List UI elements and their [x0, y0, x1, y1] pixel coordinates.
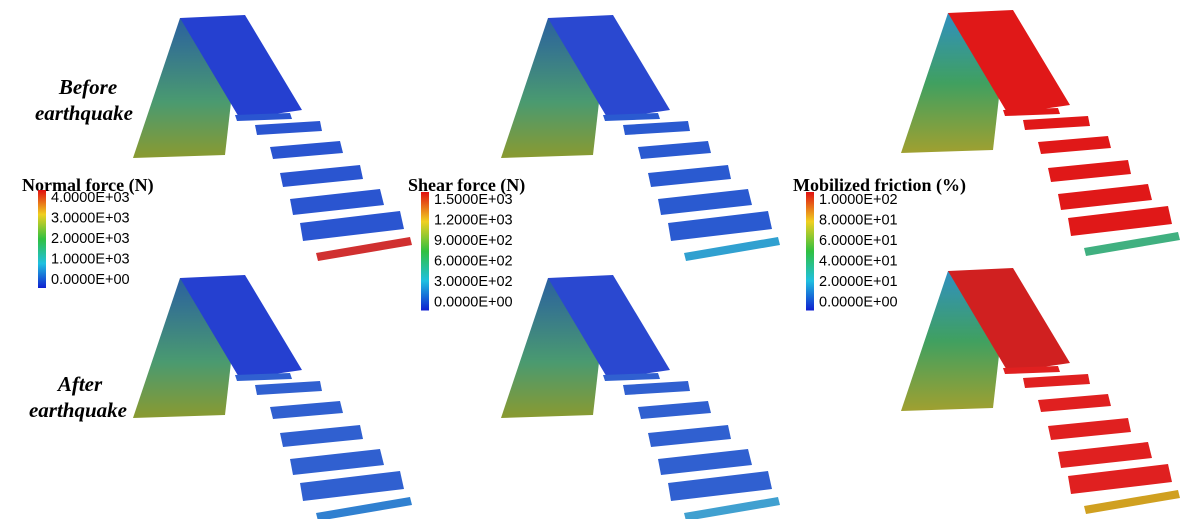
- legend-label: 2.0000E+03: [51, 231, 130, 247]
- legend-label: 1.5000E+03: [434, 192, 513, 208]
- legend-label: 4.0000E+03: [51, 190, 130, 206]
- legend-label: 3.0000E+03: [51, 210, 130, 226]
- legend-label: 8.0000E+01: [819, 212, 898, 228]
- legend-label: 6.0000E+01: [819, 233, 898, 249]
- legend-title: Mobilized friction (%): [793, 175, 966, 196]
- legend-label: 2.0000E+01: [819, 274, 898, 290]
- row-label: After: [56, 372, 103, 396]
- legend-label: 0.0000E+00: [434, 294, 513, 310]
- color-bar: [806, 192, 814, 311]
- legend-label: 1.0000E+02: [819, 192, 898, 208]
- legend-label: 3.0000E+02: [434, 274, 513, 290]
- row-labels: Before earthquake After earthquake: [29, 75, 133, 422]
- legend-label: 1.2000E+03: [434, 212, 513, 228]
- legend-label: 6.0000E+02: [434, 253, 513, 269]
- legend-title: Normal force (N): [22, 175, 154, 196]
- legend-title: Shear force (N): [408, 175, 525, 196]
- color-bar: [421, 192, 429, 311]
- legend-label: 4.0000E+01: [819, 253, 898, 269]
- row-label: earthquake: [35, 101, 133, 125]
- color-bar: [38, 190, 46, 288]
- model-renderings: [133, 10, 1180, 519]
- legend-label: 1.0000E+03: [51, 251, 130, 267]
- row-label: earthquake: [29, 398, 127, 422]
- legend-label: 9.0000E+02: [434, 233, 513, 249]
- legend-label: 0.0000E+00: [819, 294, 898, 310]
- legends: Normal force (N)4.0000E+03 3.0000E+03 2.00…: [22, 175, 966, 311]
- row-label: Before: [58, 75, 117, 99]
- legend-label: 0.0000E+00: [51, 272, 130, 288]
